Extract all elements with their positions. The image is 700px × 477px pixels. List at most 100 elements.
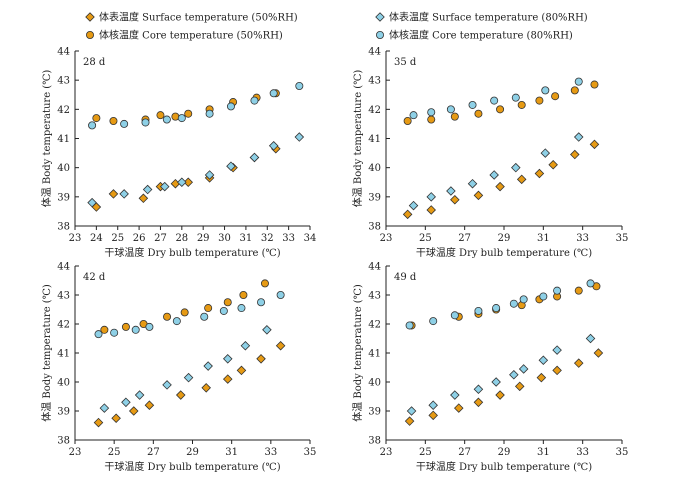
data-point [276,290,285,299]
data-point [237,304,246,313]
y-tick-label: 43 [57,291,70,302]
data-point [585,333,596,344]
data-point [496,105,505,114]
data-point [446,186,456,196]
data-point [541,86,550,95]
data-point [509,299,518,308]
series-3 [100,279,269,334]
x-tick-label: 34 [304,233,317,244]
data-point [408,200,419,211]
data-point [552,345,562,355]
x-tick-label: 33 [576,233,589,244]
data-point [495,181,505,192]
data-point [474,306,483,315]
x-tick-label: 32 [261,233,274,244]
x-tick-label: 33 [576,447,589,458]
data-point [138,193,149,204]
y-tick-label: 38 [57,436,70,447]
data-point [519,295,528,304]
legend-label-2: 体表温度 Surface temperature (80%RH) [389,11,588,24]
y-tick-label: 39 [368,192,381,203]
x-tick-label: 27 [458,447,471,458]
data-point [405,321,414,330]
data-point [156,111,165,120]
y-tick-label: 43 [57,76,70,87]
series-3 [403,80,599,126]
data-point [110,328,119,337]
data-point [467,178,478,189]
chart-panel-2: 23 25 27 29 31 33 35 38 39 40 41 42 43 44 35 d 干球温度 Dry… [352,47,628,260]
series-1 [402,139,600,220]
x-tick-label: 35 [616,233,629,244]
legend-marker-1 [85,12,95,22]
data-point [491,377,501,387]
x-tick-label: 33 [264,447,277,458]
data-point [489,170,499,180]
data-point [294,132,305,142]
data-point [539,292,548,301]
y-tick-label: 43 [368,76,381,87]
x-tick-label: 25 [108,447,121,458]
data-point [201,383,211,393]
data-point [427,115,436,124]
legend: 体表温度 Surface temperature (50%RH) 体表温度 Sur… [85,11,588,42]
data-point [589,139,600,150]
x-tick-label: 23 [380,447,393,458]
data-point [468,100,477,109]
data-point [446,105,455,114]
y-tick-label: 40 [57,163,70,174]
chart-panel-4: 23 25 27 29 31 33 35 38 39 40 41 42 43 44 49 d 干球温度 Dry… [352,262,628,474]
data-point [87,197,97,208]
data-point [402,209,413,220]
chart-panel-1: 23 24 25 26 27 28 29 30 31 32 33 34 38 39 40 41 42 43 44 28… [41,47,316,260]
data-point [511,162,521,173]
data-point [172,317,181,326]
x-tick-label: 31 [537,233,550,244]
data-point [553,286,562,295]
data-point [175,390,186,400]
x-tick-label: 24 [90,233,103,244]
y-tick-label: 42 [57,320,70,331]
data-point [570,149,580,160]
data-point [593,348,604,358]
series-3 [92,89,280,126]
data-point [131,325,140,334]
x-tick-label: 31 [240,233,253,244]
y-axis-label: 体温 Body temperature (℃) [41,284,53,422]
series-2 [408,132,584,211]
series-4 [88,82,304,130]
y-tick-label: 39 [57,407,70,418]
data-point [450,311,459,320]
y-tick-label: 38 [57,222,70,233]
data-point [177,114,186,123]
data-point [275,340,286,351]
legend-marker-4 [375,30,384,39]
y-tick-label: 42 [57,105,70,116]
data-point [427,108,436,117]
x-tick-label: 23 [69,447,82,458]
data-point [268,141,279,151]
data-point [120,119,129,128]
data-point [163,312,172,321]
panel-title: 28 d [83,57,106,68]
data-point [426,192,436,202]
y-tick-label: 44 [368,262,381,273]
x-tick-label: 33 [282,233,295,244]
data-point [540,148,551,158]
data-point [239,290,248,299]
panels: 23 24 25 26 27 28 29 30 31 32 33 34 38 39 40 41 42 43 44 28… [41,47,628,474]
data-point [450,390,460,400]
data-point [183,372,194,383]
y-tick-label: 38 [368,436,381,447]
x-tick-label: 27 [458,233,471,244]
x-tick-label: 31 [225,447,238,458]
data-point [134,390,145,400]
data-point [200,312,209,321]
y-tick-label: 39 [368,407,381,418]
data-point [295,82,304,91]
data-point [426,205,436,215]
chart-panel-3: 23 25 27 29 31 33 35 38 39 40 41 42 43 44 42 d 干球温度 Dry… [41,262,316,474]
data-point [93,417,104,428]
x-tick-label: 25 [419,447,432,458]
